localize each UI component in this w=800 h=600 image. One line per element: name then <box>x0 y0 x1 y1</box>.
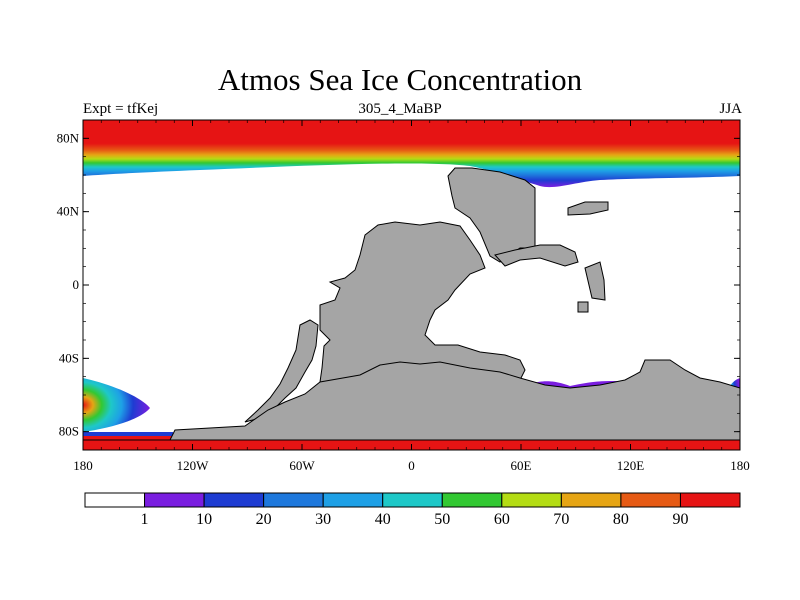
map-title: Atmos Sea Ice Concentration <box>217 62 583 97</box>
colorbar-label: 60 <box>494 511 510 528</box>
x-tick-label: 120E <box>617 458 645 473</box>
colorbar-label: 40 <box>375 511 391 528</box>
land-masses <box>83 167 740 441</box>
y-tick-label: 40N <box>57 204 80 219</box>
colorbar-label: 90 <box>672 511 688 528</box>
y-tick-label: 0 <box>73 277 80 292</box>
x-tick-label: 60E <box>511 458 532 473</box>
y-tick-label: 40S <box>59 350 79 365</box>
colorbar-swatch <box>560 492 622 508</box>
land-north <box>447 167 536 263</box>
x-tick-label: 0 <box>408 458 415 473</box>
land-central <box>317 221 526 401</box>
x-axis: 180 120W 60W 0 60E 120E 180 <box>73 120 750 473</box>
colorbar-swatch <box>441 492 503 508</box>
south-pacific-ice-patch <box>83 378 150 432</box>
y-axis: 80N 40N 0 40S 80S <box>57 119 740 451</box>
colorbar-swatch <box>382 492 443 508</box>
land-island-1 <box>567 201 609 216</box>
colorbar-label: 30 <box>315 511 331 528</box>
map-field <box>83 120 740 450</box>
land-island-2 <box>584 261 606 301</box>
colorbar-label: 70 <box>553 511 569 528</box>
colorbar-label: 20 <box>256 511 272 528</box>
experiment-label: Expt = tfKej <box>83 101 159 117</box>
x-tick-label: 180 <box>730 458 750 473</box>
x-tick-label: 60W <box>289 458 315 473</box>
colorbar-label: 10 <box>196 511 212 528</box>
colorbar-swatch <box>679 492 741 508</box>
colorbar-swatch <box>203 492 265 508</box>
colorbar-swatch <box>322 492 384 508</box>
land-antarctica <box>83 359 740 441</box>
colorbar-swatch <box>84 492 146 508</box>
land-island-3 <box>577 301 589 313</box>
colorbar-swatch <box>501 492 562 508</box>
y-tick-label: 80N <box>57 130 80 145</box>
x-tick-label: 180 <box>73 458 93 473</box>
y-tick-label: 80S <box>59 424 79 439</box>
colorbar: 1 10 20 30 40 50 60 70 80 90 <box>84 492 741 528</box>
run-id-label: 305_4_MaBP <box>358 101 442 117</box>
colorbar-label: 1 <box>141 511 149 528</box>
colorbar-swatch <box>620 492 681 508</box>
arctic-sea-ice <box>83 120 740 188</box>
season-label: JJA <box>719 101 742 117</box>
colorbar-swatch <box>144 492 205 508</box>
colorbar-swatch <box>263 492 324 508</box>
colorbar-label: 50 <box>434 511 450 528</box>
land-east-shelf <box>494 244 579 267</box>
colorbar-label: 80 <box>613 511 629 528</box>
x-tick-label: 120W <box>177 458 210 473</box>
